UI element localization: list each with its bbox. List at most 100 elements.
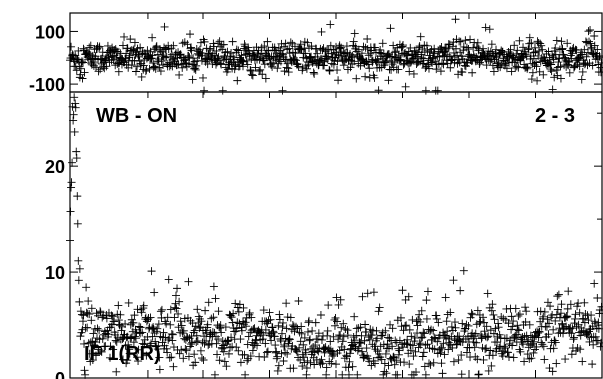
phase-point: [536, 57, 545, 66]
phase-point: [125, 51, 134, 60]
amplitude-point: [421, 370, 430, 379]
phase-point: [206, 44, 215, 53]
phase-point: [401, 82, 410, 91]
phase-point: [307, 42, 316, 51]
amplitude-point: [434, 318, 443, 327]
phase-point: [586, 39, 595, 48]
phase-point: [525, 33, 534, 42]
amplitude-point: [209, 282, 218, 291]
phase-point: [125, 53, 134, 62]
phase-point: [213, 54, 222, 63]
amplitude-point: [314, 329, 323, 338]
amplitude-point: [396, 313, 405, 322]
amplitude-point: [553, 305, 562, 314]
amplitude-point: [174, 309, 183, 318]
amplitude-point: [509, 353, 518, 362]
phase-point: [151, 64, 160, 73]
phase-point: [80, 68, 89, 77]
phase-point: [514, 63, 523, 72]
phase-point: [130, 38, 139, 47]
amplitude-point: [590, 317, 599, 326]
phase-point: [556, 74, 565, 83]
amplitude-point: [272, 347, 281, 356]
phase-point: [352, 74, 361, 83]
amplitude-point: [539, 312, 548, 321]
amplitude-point: [102, 314, 111, 323]
amplitude-point: [236, 335, 245, 344]
phase-point: [513, 46, 522, 55]
amplitude-point: [530, 332, 539, 341]
amplitude-point: [133, 305, 142, 314]
phase-point: [536, 39, 545, 48]
amplitude-point: [81, 370, 90, 379]
phase-point: [84, 49, 93, 58]
amplitude-point: [567, 329, 576, 338]
amplitude-point: [513, 325, 522, 334]
phase-point: [192, 61, 201, 70]
amplitude-point: [207, 314, 216, 323]
amplitude-point: [154, 320, 163, 329]
amplitude-point: [422, 296, 431, 305]
amplitude-point: [213, 350, 222, 359]
amplitude-point: [193, 336, 202, 345]
phase-point: [394, 65, 403, 74]
amplitude-point: [538, 340, 547, 349]
amplitude-point: [546, 302, 555, 311]
amplitude-point: [282, 324, 291, 333]
amplitude-point: [382, 369, 391, 378]
amplitude-point: [576, 345, 585, 354]
amplitude-point: [514, 311, 523, 320]
amplitude-point: [494, 323, 503, 332]
phase-point: [157, 56, 166, 65]
phase-point: [539, 70, 548, 79]
amplitude-point: [174, 323, 183, 332]
phase-point: [374, 57, 383, 66]
phase-point: [535, 46, 544, 55]
amplitude-point: [134, 357, 143, 366]
phase-point: [159, 52, 168, 61]
amplitude-point: [493, 338, 502, 347]
phase-point: [242, 56, 251, 65]
amplitude-point: [84, 339, 93, 348]
amplitude-point: [185, 334, 194, 343]
amplitude-point: [408, 341, 417, 350]
amplitude-point: [83, 323, 92, 332]
phase-point: [273, 64, 282, 73]
amplitude-point: [313, 346, 322, 355]
phase-point: [348, 51, 357, 60]
amplitude-point: [350, 312, 359, 321]
amplitude-point: [271, 348, 280, 357]
amplitude-point: [67, 178, 76, 187]
phase-point: [399, 41, 408, 50]
phase-point: [195, 50, 204, 59]
phase-point: [114, 67, 123, 76]
amplitude-point: [484, 366, 493, 375]
amplitude-point: [84, 297, 93, 306]
amplitude-point: [441, 293, 450, 302]
amplitude-point: [459, 266, 468, 275]
phase-point: [95, 42, 104, 51]
phase-point: [374, 86, 383, 95]
amplitude-point: [334, 335, 343, 344]
phase-point: [453, 59, 462, 68]
phase-point: [523, 63, 532, 72]
phase-point: [456, 48, 465, 57]
phase-point: [465, 52, 473, 61]
phase-point: [322, 54, 331, 63]
amplitude-point: [564, 287, 573, 296]
amplitude-point: [346, 345, 355, 354]
amplitude-point: [279, 357, 288, 366]
amplitude-point: [241, 370, 250, 379]
amplitude-point: [591, 332, 600, 341]
amplitude-point: [98, 334, 107, 343]
amplitude-point: [468, 310, 477, 319]
phase-point: [337, 43, 346, 52]
amplitude-point: [344, 370, 353, 379]
amplitude-point: [248, 346, 257, 355]
amplitude-point: [344, 363, 353, 372]
phase-point: [389, 41, 398, 50]
amplitude-point: [369, 288, 378, 297]
amplitude-point: [169, 362, 178, 371]
amplitude-point: [286, 313, 295, 322]
amplitude-point: [241, 318, 250, 327]
